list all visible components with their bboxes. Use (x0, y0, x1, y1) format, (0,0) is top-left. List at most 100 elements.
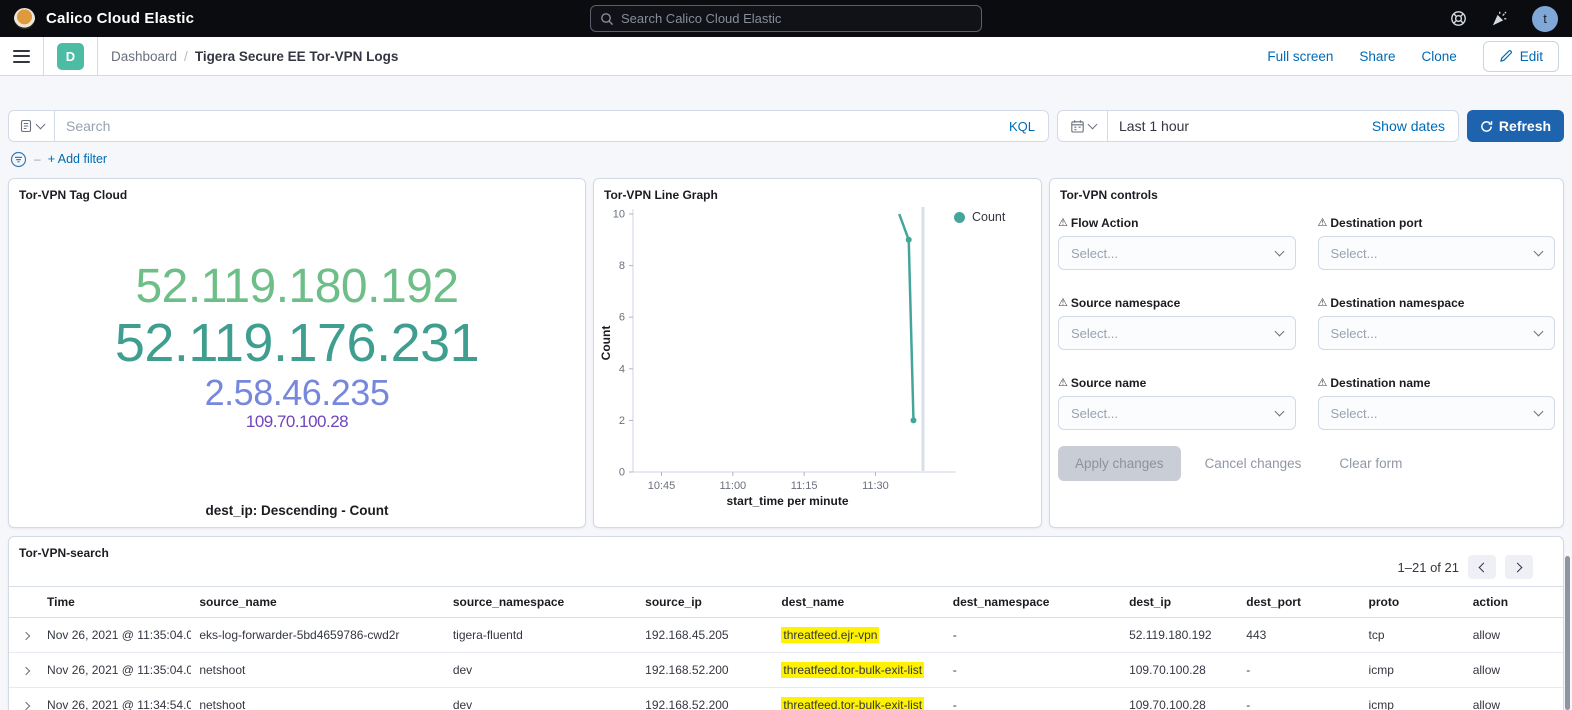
column-header-dest_ip[interactable]: dest_ip (1121, 587, 1238, 618)
column-header-source_namespace[interactable]: source_namespace (445, 587, 637, 618)
expand-row-button[interactable] (9, 618, 39, 653)
time-range[interactable]: Last 1 hour (1108, 118, 1372, 134)
calendar-icon (1070, 119, 1085, 134)
query-search-bar[interactable]: KQL (8, 110, 1049, 142)
tag-cloud-word[interactable]: 109.70.100.28 (246, 413, 348, 432)
control-field-destination-namespace: ⚠Destination namespaceSelect... (1318, 296, 1556, 350)
date-picker-menu-button[interactable] (1058, 111, 1108, 141)
breadcrumb: Dashboard / Tigera Secure EE Tor-VPN Log… (111, 49, 398, 64)
edit-button[interactable]: Edit (1483, 41, 1559, 72)
svg-text:10: 10 (613, 209, 625, 221)
chevron-right-icon (22, 702, 30, 710)
column-header-proto[interactable]: proto (1361, 587, 1465, 618)
query-input[interactable] (55, 118, 996, 134)
tag-cloud-word[interactable]: 2.58.46.235 (205, 373, 390, 413)
panel-title: Tor-VPN Tag Cloud (9, 179, 585, 202)
space-badge[interactable]: D (57, 43, 84, 70)
warning-icon: ⚠ (1058, 378, 1068, 389)
cell-dest_ip: 109.70.100.28 (1121, 653, 1238, 688)
column-header-dest_name[interactable]: dest_name (773, 587, 944, 618)
chevron-down-icon (1087, 119, 1097, 129)
refresh-button[interactable]: Refresh (1467, 110, 1564, 142)
select-destination-name[interactable]: Select... (1318, 396, 1556, 430)
tag-cloud-word[interactable]: 52.119.176.231 (115, 314, 479, 373)
breadcrumb-current: Tigera Secure EE Tor-VPN Logs (195, 49, 399, 64)
tag-cloud-word[interactable]: 52.119.180.192 (135, 261, 458, 314)
global-search-input[interactable] (621, 11, 972, 26)
control-label: ⚠Destination port (1318, 216, 1556, 230)
table-row: Nov 26, 2021 @ 11:35:04.000netshootdev19… (9, 653, 1563, 688)
cell-dest_namespace: - (945, 688, 1121, 710)
cell-action: allow (1465, 653, 1563, 688)
column-header-dest_port[interactable]: dest_port (1238, 587, 1360, 618)
cell-source_ip: 192.168.52.200 (637, 688, 773, 710)
warning-icon: ⚠ (1058, 298, 1068, 309)
filter-bar: – + Add filter (10, 149, 107, 169)
select-flow-action[interactable]: Select... (1058, 236, 1296, 270)
cell-action: allow (1465, 618, 1563, 653)
chevron-down-icon (1534, 326, 1544, 336)
breadcrumb-dashboard[interactable]: Dashboard (111, 49, 177, 64)
cell-dest_namespace: - (945, 653, 1121, 688)
select-destination-namespace[interactable]: Select... (1318, 316, 1556, 350)
clear-form-button[interactable]: Clear form (1325, 446, 1416, 481)
controls-fields: ⚠Flow ActionSelect...⚠Destination portSe… (1058, 216, 1555, 430)
prev-page-button[interactable] (1468, 555, 1496, 579)
help-icon[interactable] (1450, 10, 1467, 27)
cell-dest_port: 443 (1238, 618, 1360, 653)
svg-text:11:15: 11:15 (791, 480, 818, 492)
cell-source_ip: 192.168.52.200 (637, 653, 773, 688)
expand-row-button[interactable] (9, 653, 39, 688)
panels-row: Tor-VPN Tag Cloud 52.119.180.19252.119.1… (8, 178, 1564, 528)
column-header-time[interactable]: Time (39, 587, 191, 618)
cancel-changes-button[interactable]: Cancel changes (1191, 446, 1316, 481)
select-source-name[interactable]: Select... (1058, 396, 1296, 430)
chevron-down-icon (1534, 406, 1544, 416)
newsfeed-icon[interactable] (1491, 10, 1508, 27)
column-header-source_name[interactable]: source_name (191, 587, 444, 618)
column-header-dest_namespace[interactable]: dest_namespace (945, 587, 1121, 618)
full-screen-button[interactable]: Full screen (1267, 49, 1333, 64)
svg-text:11:30: 11:30 (862, 480, 889, 492)
cell-proto: icmp (1361, 653, 1465, 688)
select-source-namespace[interactable]: Select... (1058, 316, 1296, 350)
warning-icon: ⚠ (1318, 298, 1328, 309)
divider (43, 37, 44, 76)
panel-title: Tor-VPN Line Graph (594, 179, 1041, 202)
chevron-down-icon (1274, 246, 1284, 256)
legend-dot (954, 212, 965, 223)
kql-button[interactable]: KQL (996, 119, 1048, 134)
panel-title: Tor-VPN-search (9, 537, 1563, 560)
column-header-source_ip[interactable]: source_ip (637, 587, 773, 618)
clone-button[interactable]: Clone (1421, 49, 1456, 64)
cell-source_namespace: tigera-fluentd (445, 618, 637, 653)
column-header-action[interactable]: action (1465, 587, 1563, 618)
tag-cloud-panel: Tor-VPN Tag Cloud 52.119.180.19252.119.1… (8, 178, 586, 528)
search-icon (600, 12, 614, 26)
cell-time: Nov 26, 2021 @ 11:35:04.000 (39, 653, 191, 688)
panel-title: Tor-VPN controls (1050, 179, 1563, 202)
menu-icon[interactable] (13, 50, 30, 63)
calico-logo[interactable] (14, 8, 35, 29)
show-dates-button[interactable]: Show dates (1372, 118, 1458, 134)
share-button[interactable]: Share (1359, 49, 1395, 64)
query-bar: KQL Last 1 hour Show dates Refresh (8, 110, 1564, 142)
next-page-button[interactable] (1505, 555, 1533, 579)
expand-row-button[interactable] (9, 688, 39, 710)
control-field-destination-name: ⚠Destination nameSelect... (1318, 376, 1556, 430)
apply-changes-button[interactable]: Apply changes (1058, 446, 1181, 481)
select-destination-port[interactable]: Select... (1318, 236, 1556, 270)
saved-query-menu-button[interactable] (9, 111, 55, 141)
cell-action: allow (1465, 688, 1563, 710)
global-search[interactable] (590, 5, 982, 32)
cell-dest_ip: 52.119.180.192 (1121, 618, 1238, 653)
vertical-scrollbar[interactable] (1565, 556, 1570, 710)
add-filter-button[interactable]: + Add filter (48, 152, 107, 166)
chart-legend[interactable]: Count (954, 210, 1005, 224)
user-avatar[interactable]: t (1532, 6, 1558, 32)
cell-dest_namespace: - (945, 618, 1121, 653)
chevron-right-icon (22, 667, 30, 675)
tag-cloud-label: dest_ip: Descending - Count (9, 503, 585, 518)
control-label: ⚠Source namespace (1058, 296, 1296, 310)
filter-icon[interactable] (10, 151, 27, 168)
